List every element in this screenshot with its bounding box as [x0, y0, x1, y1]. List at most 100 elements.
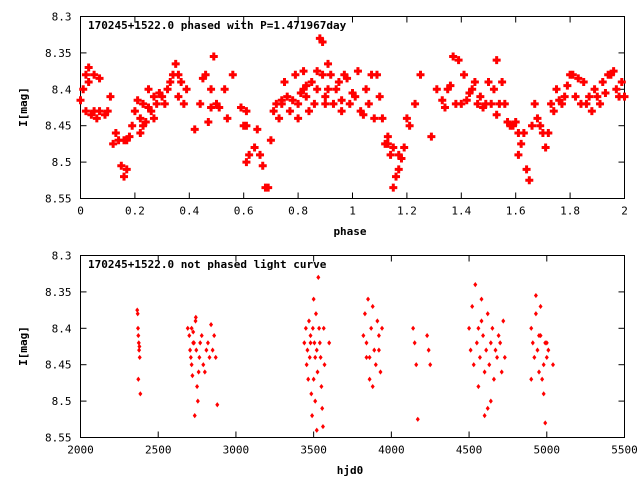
data-point — [111, 128, 120, 137]
data-point — [499, 369, 504, 375]
data-point — [120, 172, 129, 181]
data-point — [81, 107, 90, 116]
data-point — [149, 114, 158, 123]
data-point — [487, 362, 492, 368]
data-point — [215, 402, 220, 408]
data-point — [294, 114, 303, 123]
data-point — [196, 99, 205, 108]
data-point — [596, 99, 605, 108]
data-point — [179, 99, 188, 108]
data-point — [400, 143, 409, 152]
data-point — [195, 398, 200, 404]
data-point — [90, 70, 99, 79]
phased-y-tick-label: 8.5 — [52, 156, 72, 169]
data-point — [141, 118, 150, 127]
data-point — [315, 369, 320, 375]
data-point — [484, 78, 493, 87]
data-point — [100, 110, 109, 119]
data-point — [563, 81, 572, 90]
data-point — [309, 391, 314, 397]
data-point — [312, 340, 317, 346]
data-point — [574, 74, 583, 83]
phased-x-tick-label: 0.8 — [288, 205, 308, 218]
data-point — [199, 332, 204, 339]
data-point — [495, 354, 500, 361]
data-point — [606, 70, 615, 79]
phased-x-tick-label: 0 — [77, 205, 84, 218]
unphased-x-tick-label: 5500 — [611, 444, 638, 457]
data-point — [547, 99, 556, 108]
data-point — [343, 74, 352, 83]
data-point — [313, 67, 322, 76]
unphased-plot: 2000 2500 3000 3500 4000 4500 5000 5500 8.3 8.35 8… — [17, 250, 638, 478]
data-point — [376, 347, 381, 353]
data-point — [275, 114, 284, 123]
data-point — [187, 332, 192, 339]
data-point — [440, 103, 449, 112]
data-point — [470, 303, 475, 310]
data-point — [201, 70, 210, 79]
data-point — [128, 121, 137, 130]
data-point — [321, 92, 330, 101]
data-point — [488, 398, 493, 404]
data-point — [380, 325, 385, 331]
data-point — [266, 136, 275, 145]
data-point — [482, 369, 487, 375]
data-point — [457, 99, 466, 108]
data-point — [188, 347, 193, 353]
data-point — [617, 78, 626, 87]
data-point — [519, 128, 528, 137]
data-point — [114, 136, 123, 145]
data-point — [103, 107, 112, 116]
data-point — [367, 70, 376, 79]
data-point — [315, 34, 324, 43]
data-point — [612, 85, 621, 94]
data-point — [327, 340, 332, 346]
data-point — [317, 340, 322, 346]
unphased-x-tick-label: 4500 — [456, 444, 483, 457]
data-point — [228, 70, 237, 79]
data-point — [366, 296, 371, 302]
data-point — [590, 85, 599, 94]
data-point — [492, 56, 501, 65]
data-point — [122, 165, 131, 174]
data-point — [490, 325, 495, 331]
data-point — [147, 107, 156, 116]
data-point — [207, 354, 212, 361]
data-point — [601, 88, 610, 97]
data-point — [557, 99, 566, 108]
data-point — [212, 332, 217, 339]
data-point — [125, 132, 134, 141]
data-point — [537, 332, 542, 339]
data-point — [213, 354, 218, 361]
data-point — [378, 369, 383, 375]
data-point — [468, 85, 477, 94]
data-point — [137, 343, 142, 350]
data-point — [177, 78, 186, 87]
phased-y-tick-label: 8.45 — [45, 120, 72, 133]
data-point — [560, 92, 569, 101]
phased-x-tick-label: 1 — [349, 205, 356, 218]
data-point — [414, 362, 419, 368]
data-point — [412, 340, 417, 346]
data-point — [329, 99, 338, 108]
data-point — [308, 332, 313, 339]
data-point — [488, 340, 493, 346]
data-point — [495, 99, 504, 108]
data-point — [427, 132, 436, 141]
data-point — [353, 67, 362, 76]
data-point — [288, 96, 297, 105]
data-point — [496, 332, 501, 339]
data-point — [538, 303, 543, 310]
data-point — [361, 332, 366, 339]
data-point — [139, 99, 148, 108]
data-point — [163, 85, 172, 94]
data-point — [481, 332, 486, 339]
data-point — [174, 92, 183, 101]
data-point — [544, 340, 549, 346]
data-point — [307, 78, 316, 87]
unphased-y-tick-label: 8.4 — [52, 322, 72, 335]
data-point — [196, 369, 201, 375]
data-point — [84, 63, 93, 72]
